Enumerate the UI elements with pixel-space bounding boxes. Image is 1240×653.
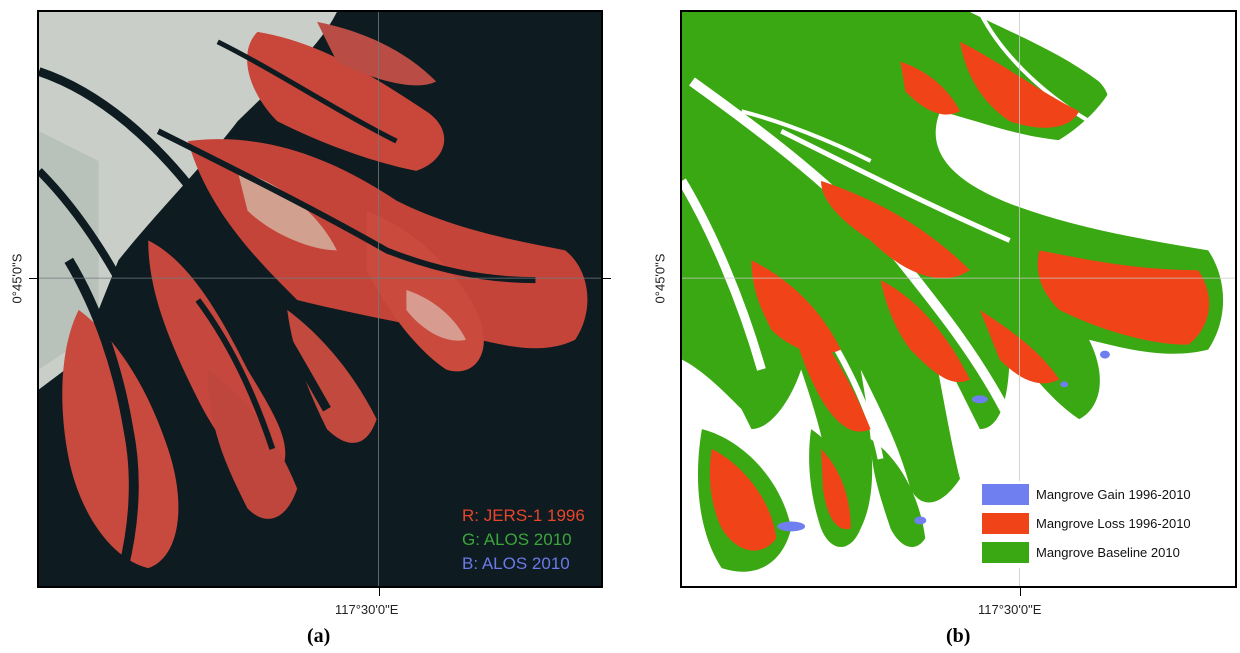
panel-b-lat-label: 0°45'0"S [652, 253, 668, 304]
panel-a-lon-label: 117°30'0"E [335, 602, 399, 617]
baseline-swatch [982, 542, 1029, 563]
lat-tick-right [603, 278, 611, 279]
gain-swatch [982, 484, 1029, 505]
panel-b-caption: (b) [946, 625, 971, 647]
band-label-blue: B: ALOS 2010 [462, 554, 570, 573]
panel-a-caption: (a) [307, 625, 331, 647]
lon-tick [379, 588, 380, 596]
legend-item-baseline: Mangrove Baseline 2010 [982, 539, 1191, 566]
legend: Mangrove Gain 1996-2010 Mangrove Loss 19… [982, 481, 1191, 568]
band-label-red: R: JERS-1 1996 [462, 506, 585, 525]
sar-composite-map [37, 10, 603, 588]
legend-item-gain: Mangrove Gain 1996-2010 [982, 481, 1191, 508]
panel-a-lat-label: 0°45'0"S [9, 253, 25, 304]
sar-composite-image [39, 12, 601, 586]
lon-tick-b [1020, 588, 1021, 596]
band-label-green: G: ALOS 2010 [462, 530, 572, 549]
loss-swatch [982, 513, 1029, 534]
panel-b-lon-label: 117°30'0"E [978, 602, 1042, 617]
legend-item-loss: Mangrove Loss 1996-2010 [982, 510, 1191, 537]
lat-tick-left [29, 278, 37, 279]
